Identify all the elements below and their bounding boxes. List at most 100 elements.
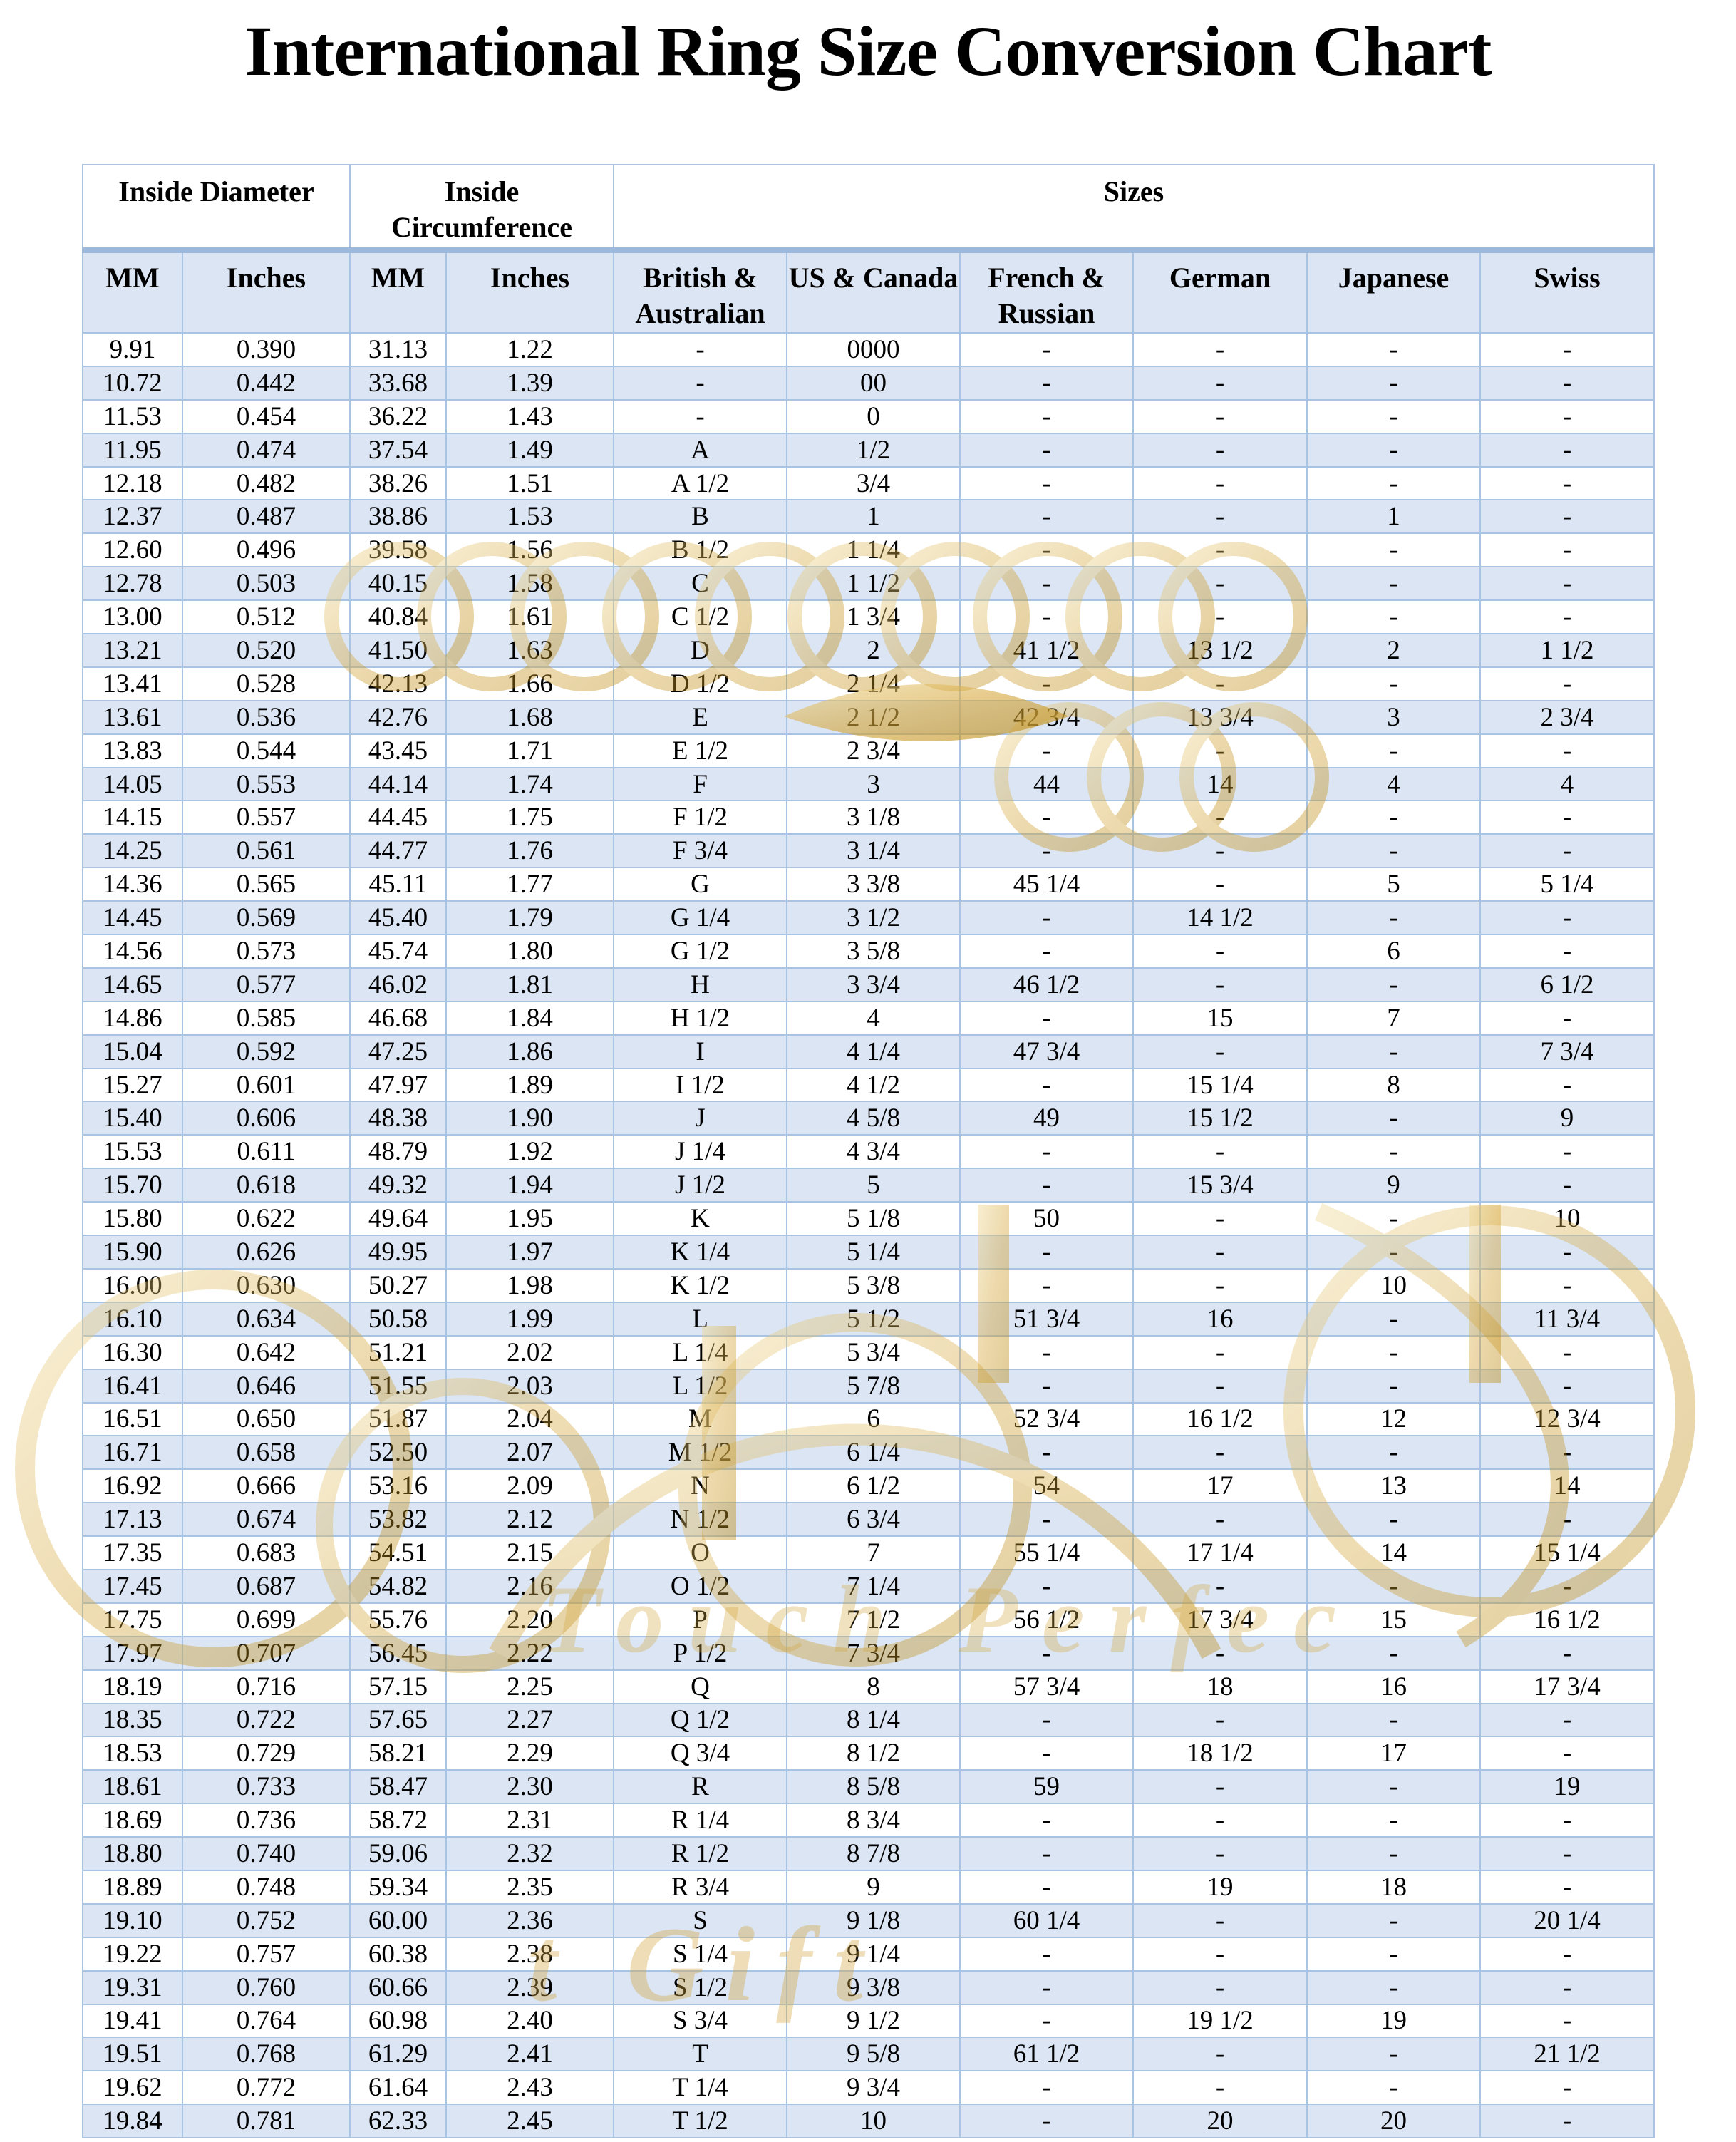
cell: - [1306,365,1481,401]
cell: 0.666 [182,1468,351,1504]
cell: - [1306,1969,1481,2005]
table-row: 13.21 0.520 41.50 1.63 D 2 41 1/2 13 1/2 2 1 1/2 [82,633,1655,668]
cell: - [1306,1435,1481,1471]
cell: 10 [1479,1201,1655,1237]
cell: 2 1/2 [786,699,961,735]
cell: 1.86 [445,1034,614,1069]
table-row: 18.89 0.748 59.34 2.35 R 3/4 9-19 18- [82,1869,1655,1905]
cell: 2.22 [445,1635,614,1671]
cell: - [959,833,1134,869]
cell: 2 [1306,633,1481,668]
table-row: 19.84 0.781 62.33 2.45 T 1/2 10-20 20- [82,2104,1655,2139]
cell: G 1/2 [613,934,787,969]
cell: 53.16 [349,1468,447,1504]
cell: 13.41 [82,666,183,701]
table-row: 10.72 0.442 33.68 1.39-00- - - - [82,365,1655,401]
cell: 2.32 [445,1836,614,1871]
cell: C [613,566,787,602]
cell: - [1306,532,1481,568]
cell: - [959,1568,1134,1604]
cell: 48.38 [349,1101,447,1136]
cell: 16.71 [82,1435,183,1471]
table-row: 16.92 0.666 53.16 2.09 N 6 1/2 54 17 13 14 [82,1468,1655,1504]
cell: - [1479,599,1655,635]
cell: - [1479,1067,1655,1103]
cell: 2.15 [445,1535,614,1570]
table-row: 13.00 0.512 40.84 1.61 C 1/2 1 3/4- - - - [82,599,1655,635]
cell: 3/4 [786,465,961,501]
table-row: 15.27 0.601 47.97 1.89 I 1/2 4 1/2-15 1/4 8- [82,1067,1655,1103]
cell: 1.92 [445,1134,614,1170]
cell: 21 1/2 [1479,2037,1655,2072]
cell: 2.27 [445,1702,614,1738]
cell: 60.00 [349,1902,447,1938]
cell: - [1306,1769,1481,1805]
cell: 8 [786,1669,961,1704]
cell: 18 1/2 [1132,1736,1308,1771]
cell: - [1132,1334,1308,1370]
column-header-inches-circumference: Inches [445,247,614,334]
cell: - [1306,900,1481,936]
cell: 49.64 [349,1201,447,1237]
cell: 41.50 [349,633,447,668]
cell: 51 3/4 [959,1301,1134,1337]
cell: 3 [1306,699,1481,735]
cell: 1.76 [445,833,614,869]
cell: 19.84 [82,2104,183,2139]
cell: M [613,1401,787,1437]
cell: 57 3/4 [959,1669,1134,1704]
cell: 0.577 [182,967,351,1002]
cell: L 1/4 [613,1334,787,1370]
cell: 10 [1306,1267,1481,1303]
cell: - [1132,1134,1308,1170]
cell: 52.50 [349,1435,447,1471]
cell: - [1132,1435,1308,1471]
cell: - [959,666,1134,701]
cell: K [613,1201,787,1237]
cell: 0.781 [182,2104,351,2139]
column-header-us-canada: US & Canada [786,247,961,334]
group-header-inside-circumference: Inside Circumference [349,164,614,251]
cell: - [1132,1969,1308,2005]
cell: 1.98 [445,1267,614,1303]
table-row: 14.65 0.577 46.02 1.81 H 3 3/4 46 1/2- -6 1/2 [82,967,1655,1002]
cell: 11 3/4 [1479,1301,1655,1337]
cell: - [1306,1134,1481,1170]
cell: - [1479,1368,1655,1404]
cell: 0.683 [182,1535,351,1570]
cell: - [1306,432,1481,468]
cell: 5 3/8 [786,1267,961,1303]
cell: I [613,1034,787,1069]
cell: 6 1/2 [786,1468,961,1504]
table-row: 14.05 0.553 44.14 1.74 F 3 44 14 4 4 [82,766,1655,802]
cell: - [959,1368,1134,1404]
cell: 0.733 [182,1769,351,1805]
cell: 2.09 [445,1468,614,1504]
cell: 10.72 [82,365,183,401]
cell: 44 [959,766,1134,802]
cell: 1.49 [445,432,614,468]
table-row: 19.41 0.764 60.98 2.40 S 3/4 9 1/2-19 1/2 19- [82,2003,1655,2039]
cell: 15 [1306,1602,1481,1637]
cell: 1.90 [445,1101,614,1136]
cell: - [1306,666,1481,701]
cell: 0.722 [182,1702,351,1738]
cell: 16.30 [82,1334,183,1370]
cell: 46.02 [349,967,447,1002]
cell: - [959,2104,1134,2139]
cell: 61 1/2 [959,2037,1134,2072]
cell: 42.76 [349,699,447,735]
cell: - [1132,1034,1308,1069]
cell: K 1/2 [613,1267,787,1303]
cell: 14 [1479,1468,1655,1504]
cell: 1.68 [445,699,614,735]
cell: - [1479,1134,1655,1170]
cell: 61.64 [349,2070,447,2106]
page-title: International Ring Size Conversion Chart [244,11,1492,91]
cell: - [1132,499,1308,535]
cell: - [1306,1101,1481,1136]
cell: 15.53 [82,1134,183,1170]
table-row: 14.86 0.585 46.68 1.84 H 1/2 4-15 7- [82,1000,1655,1036]
cell: 0.565 [182,867,351,902]
cell: 1.89 [445,1067,614,1103]
